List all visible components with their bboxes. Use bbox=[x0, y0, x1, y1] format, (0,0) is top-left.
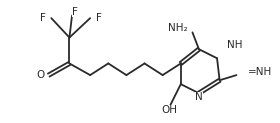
Text: NH₂: NH₂ bbox=[168, 23, 187, 33]
Text: OH: OH bbox=[161, 105, 177, 115]
Text: NH: NH bbox=[227, 40, 243, 50]
Text: F: F bbox=[72, 7, 78, 17]
Text: N: N bbox=[195, 92, 203, 102]
Text: O: O bbox=[36, 70, 45, 80]
Text: F: F bbox=[96, 13, 102, 23]
Text: F: F bbox=[40, 13, 46, 23]
Text: =NH: =NH bbox=[248, 67, 272, 77]
